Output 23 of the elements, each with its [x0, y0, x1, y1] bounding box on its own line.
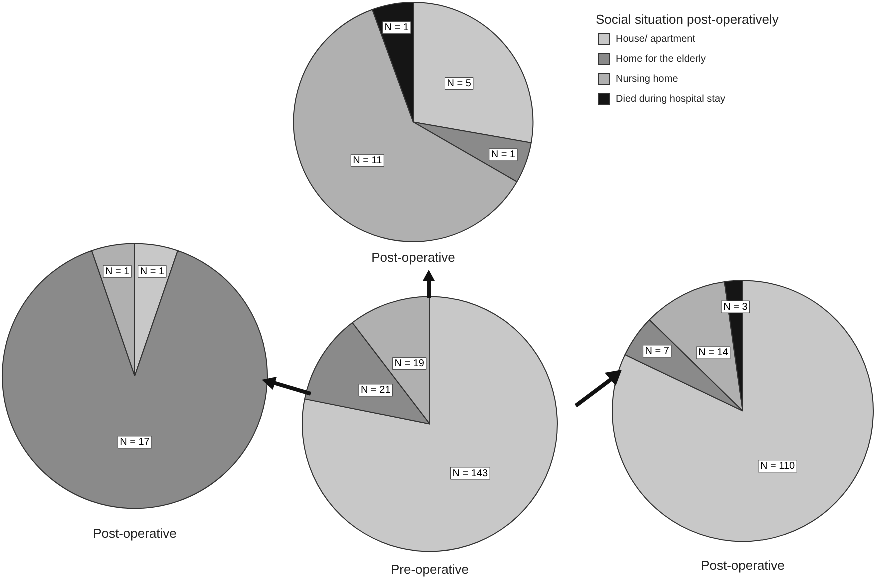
- text: Post-operative: [701, 558, 785, 573]
- legend-label: Died during hospital stay: [616, 94, 726, 104]
- data-label: N = 143: [452, 468, 488, 480]
- data-label: N = 110: [760, 461, 796, 472]
- text: Pre-operative: [390, 562, 470, 577]
- data-label: N = 1: [105, 266, 130, 278]
- data-label: N = 17: [120, 437, 150, 448]
- data-label: N = 1: [491, 150, 516, 161]
- data-label: N = 1: [384, 22, 410, 34]
- text: Post-operative: [372, 250, 456, 265]
- data-label: N = 1: [140, 266, 165, 278]
- legend-label: Home for the elderly: [616, 54, 706, 64]
- legend-label: Nursing home: [616, 74, 678, 84]
- data-label: N = 3: [724, 302, 748, 313]
- data-label: N = 19: [394, 358, 425, 370]
- data-label: N = 14: [698, 348, 729, 359]
- text: Post-operative: [93, 526, 177, 541]
- data-label: N = 5: [447, 78, 472, 90]
- data-label: N = 7: [645, 346, 670, 358]
- legend-title: Social situation post-operatively: [596, 12, 780, 27]
- data-label: N = 21: [361, 385, 392, 396]
- data-label: N = 11: [353, 155, 383, 166]
- legend-label: House/ apartment: [616, 34, 696, 44]
